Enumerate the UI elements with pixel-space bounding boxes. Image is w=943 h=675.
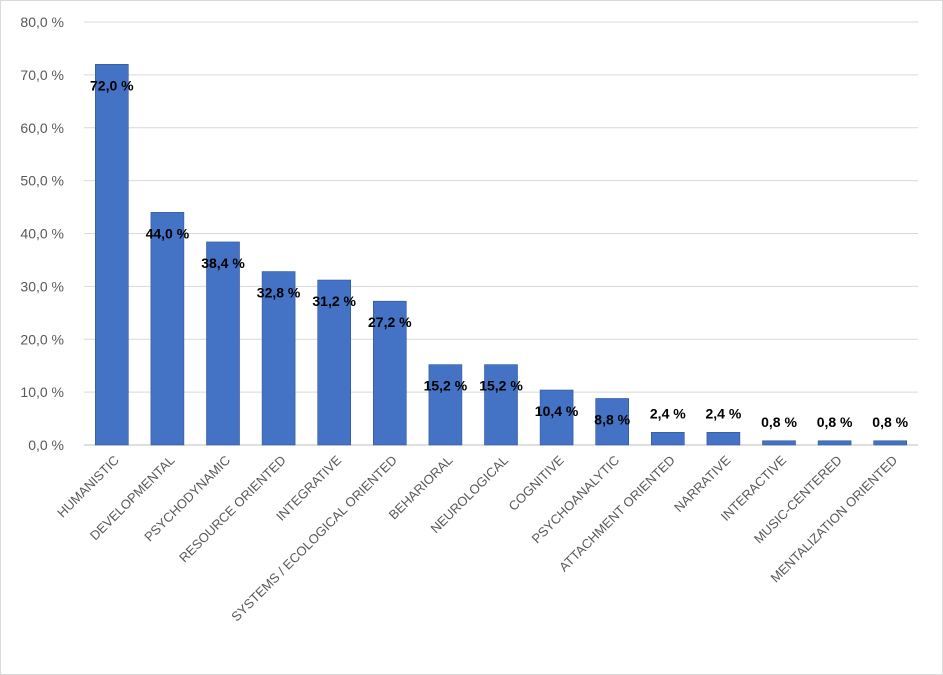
data-label: 72,0 %: [90, 77, 134, 93]
bar: [372, 300, 407, 446]
data-label: 2,4 %: [705, 405, 741, 421]
data-label: 8,8 %: [594, 411, 630, 427]
bar: [428, 364, 463, 446]
y-tick-label: 80,0 %: [20, 14, 64, 30]
bar: [595, 398, 630, 446]
data-label: 15,2 %: [479, 378, 523, 394]
bar: [762, 440, 796, 446]
bar: [206, 241, 240, 446]
bar: [817, 440, 852, 446]
y-tick-label: 10,0 %: [20, 384, 64, 400]
bar: [95, 64, 129, 446]
data-label: 0,8 %: [761, 414, 797, 430]
y-tick-label: 20,0 %: [20, 331, 64, 347]
data-label: 10,4 %: [535, 403, 579, 419]
bar: [539, 389, 574, 446]
data-label: 32,8 %: [257, 285, 301, 301]
y-tick-label: 40,0 %: [20, 226, 64, 242]
y-tick-label: 30,0 %: [20, 278, 64, 294]
y-tick-label: 0,0 %: [28, 437, 64, 453]
data-label: 0,8 %: [817, 414, 853, 430]
bar: [706, 432, 741, 446]
bar: [484, 364, 518, 446]
y-tick-label: 50,0 %: [20, 173, 64, 189]
data-label: 15,2 %: [424, 378, 468, 394]
x-category-label: COGNITIVE: [506, 452, 567, 513]
bar: [261, 271, 296, 446]
x-category-label: RESOURCE ORIENTED: [176, 453, 289, 566]
data-label: 38,4 %: [201, 255, 245, 271]
data-label: 31,2 %: [312, 293, 356, 309]
data-label: 27,2 %: [368, 314, 412, 330]
data-label: 44,0 %: [146, 225, 190, 241]
x-category-label: ATTACHMENT ORIENTED: [556, 453, 678, 575]
y-tick-label: 60,0 %: [20, 120, 64, 136]
bar: [873, 440, 908, 446]
data-label: 2,4 %: [650, 405, 686, 421]
bar: [650, 432, 685, 446]
data-label: 0,8 %: [872, 414, 908, 430]
bar: [317, 279, 352, 446]
bar: [150, 212, 185, 446]
y-tick-label: 70,0 %: [20, 67, 64, 83]
